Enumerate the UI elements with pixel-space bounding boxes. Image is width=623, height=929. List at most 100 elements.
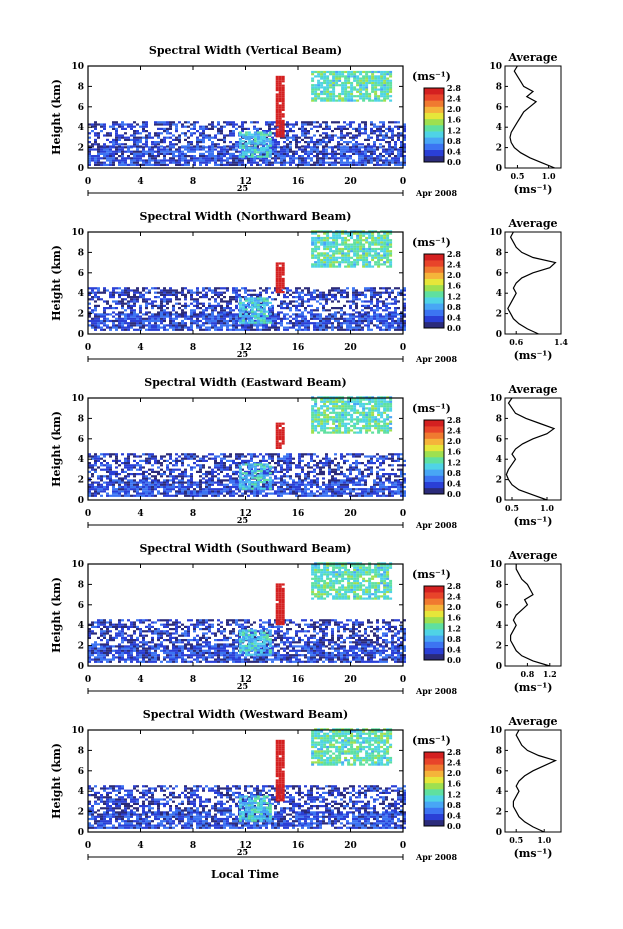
heatmap-cell xyxy=(133,302,136,305)
heatmap-cell xyxy=(295,494,298,497)
heatmap-cell xyxy=(184,125,187,128)
heatmap-cell xyxy=(292,291,295,294)
heatmap-cell xyxy=(241,157,244,160)
heatmap-cell xyxy=(259,127,262,130)
heatmap-cell xyxy=(175,475,178,478)
heatmap-cell xyxy=(268,131,272,134)
heatmap-cell xyxy=(118,492,121,495)
heatmap-cell xyxy=(311,254,315,257)
heatmap-cell xyxy=(202,473,205,476)
heatmap-cell xyxy=(208,298,211,301)
heatmap-cell xyxy=(163,490,166,493)
heatmap-cell xyxy=(281,91,285,94)
heatmap-cell xyxy=(124,138,127,141)
heatmap-cell xyxy=(241,153,245,156)
heatmap-cell xyxy=(292,157,295,160)
heatmap-cell xyxy=(362,243,366,246)
heatmap-cell xyxy=(163,326,166,329)
heatmap-cell xyxy=(139,311,142,314)
heatmap-cell xyxy=(350,234,354,237)
heatmap-cell xyxy=(334,152,337,155)
heatmap-cell xyxy=(358,322,361,325)
heatmap-cell xyxy=(217,127,220,130)
heatmap-cell xyxy=(332,86,336,89)
heatmap-cell xyxy=(343,163,346,166)
heatmap-cell xyxy=(115,473,118,476)
heatmap-cell xyxy=(178,136,181,139)
average-frame xyxy=(504,65,562,169)
heatmap-cell xyxy=(196,485,199,489)
heatmap-cell xyxy=(268,163,271,166)
heatmap-cell xyxy=(142,459,145,462)
heatmap-cell xyxy=(175,296,178,299)
heatmap-cell xyxy=(338,232,342,235)
heatmap-cell xyxy=(355,293,358,296)
heatmap-cell xyxy=(262,289,265,292)
heatmap-cell xyxy=(400,141,403,144)
heatmap-cell xyxy=(377,243,381,246)
heatmap-cell xyxy=(365,73,369,76)
heatmap-cell xyxy=(97,317,100,320)
heatmap-cell xyxy=(118,479,121,482)
heatmap-cell xyxy=(310,317,313,320)
heatmap-cell xyxy=(379,293,382,296)
heatmap-cell xyxy=(325,143,328,146)
heatmap-cell xyxy=(382,322,385,325)
heatmap-cell xyxy=(187,148,190,151)
heatmap-cell xyxy=(199,138,202,141)
heatmap-cell xyxy=(166,311,169,314)
heatmap-cell xyxy=(214,481,217,484)
heatmap-cell xyxy=(362,77,366,80)
heatmap-cell xyxy=(373,324,376,327)
heatmap-cell xyxy=(229,152,232,155)
heatmap-cell xyxy=(376,125,379,128)
heatmap-cell xyxy=(331,161,334,164)
heatmap-cell xyxy=(175,326,178,329)
heatmap-cell xyxy=(169,132,172,135)
y-axis-label: Height (km) xyxy=(50,79,63,155)
heatmap-cell xyxy=(169,473,172,476)
heatmap-cell xyxy=(356,241,360,244)
heatmap-cell xyxy=(250,159,253,162)
heatmap-cell xyxy=(133,315,136,318)
heatmap-cell xyxy=(196,317,199,320)
heatmap-cell xyxy=(94,315,97,318)
heatmap-cell xyxy=(178,161,181,164)
heatmap-cell xyxy=(187,121,190,124)
heatmap-cell xyxy=(389,90,393,93)
heatmap-cell xyxy=(211,309,214,312)
heatmap-cell xyxy=(275,75,279,78)
heatmap-cell xyxy=(175,328,178,331)
heatmap-cell xyxy=(377,263,381,266)
heatmap-cell xyxy=(265,287,268,290)
heatmap-cell xyxy=(320,239,324,242)
heatmap-cell xyxy=(382,319,385,323)
heatmap-cell xyxy=(379,322,382,325)
heatmap-cell xyxy=(341,261,345,264)
heatmap-cell xyxy=(121,123,124,126)
heatmap-cell xyxy=(286,155,289,158)
heatmap-cell xyxy=(325,296,328,299)
heatmap-cell xyxy=(307,141,310,144)
heatmap-cell xyxy=(88,141,91,144)
heatmap-cell xyxy=(148,485,151,489)
heatmap-cell xyxy=(389,250,393,253)
heatmap-cell xyxy=(184,157,187,160)
heatmap-cell xyxy=(322,328,325,331)
heatmap-cell xyxy=(337,492,340,495)
heatmap-cell xyxy=(265,483,268,486)
heatmap-cell xyxy=(376,155,379,158)
heatmap-cell xyxy=(196,143,199,146)
heatmap-cell xyxy=(244,287,247,290)
heatmap-cell xyxy=(196,481,199,484)
heatmap-cell xyxy=(115,319,118,323)
heatmap-cell xyxy=(169,123,172,126)
heatmap-cell xyxy=(205,293,208,296)
heatmap-cell xyxy=(136,150,139,153)
heatmap-cell xyxy=(316,490,319,493)
heatmap-cell xyxy=(250,121,253,124)
heatmap-cell xyxy=(205,317,208,320)
heatmap-cell xyxy=(311,70,315,74)
heatmap-cell xyxy=(199,125,202,128)
heatmap-cell xyxy=(208,485,211,489)
